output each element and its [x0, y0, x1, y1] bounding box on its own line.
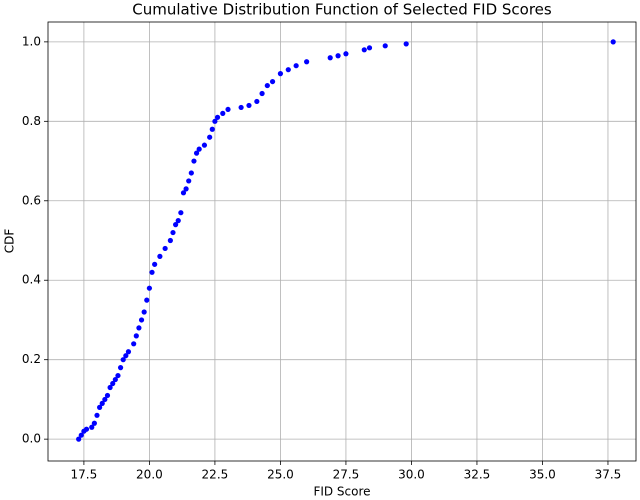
point — [207, 134, 213, 140]
point — [269, 78, 276, 85]
x-tick-label: 30.0 — [398, 468, 425, 482]
point — [173, 222, 179, 228]
point — [259, 90, 265, 97]
point — [141, 309, 147, 315]
point — [146, 285, 153, 291]
point — [110, 380, 116, 387]
point — [157, 253, 163, 259]
point — [191, 158, 197, 164]
point — [170, 229, 176, 236]
x-tick-label: 37.5 — [595, 468, 622, 482]
point — [246, 102, 252, 109]
point — [285, 67, 291, 73]
point — [343, 51, 349, 57]
point — [366, 45, 373, 51]
point — [117, 365, 124, 371]
point — [123, 353, 129, 359]
point — [97, 404, 103, 410]
point — [112, 376, 118, 383]
x-tick-label: 27.5 — [333, 468, 360, 482]
point — [133, 333, 139, 339]
x-tick-label: 35.0 — [529, 468, 556, 482]
point — [149, 269, 155, 275]
y-tick-label: 0.0 — [22, 432, 41, 446]
point — [94, 412, 100, 418]
point — [78, 432, 84, 438]
point — [104, 392, 111, 399]
point — [99, 400, 105, 406]
point — [209, 126, 215, 132]
point — [136, 325, 142, 331]
y-tick-label: 0.4 — [22, 273, 41, 287]
point — [220, 110, 226, 116]
x-tick-label: 22.5 — [202, 468, 229, 482]
point — [193, 150, 200, 156]
point — [293, 63, 299, 69]
point — [76, 436, 82, 442]
point — [180, 190, 187, 196]
point — [167, 237, 173, 244]
point — [178, 210, 184, 216]
point — [214, 114, 221, 120]
point — [183, 186, 189, 192]
point — [264, 82, 270, 89]
point — [403, 41, 409, 47]
point — [212, 118, 218, 124]
point — [125, 349, 132, 355]
point — [83, 426, 90, 432]
point — [91, 420, 97, 426]
point — [175, 218, 181, 224]
point — [162, 245, 168, 252]
x-tick-label: 17.5 — [71, 468, 98, 482]
point — [186, 178, 192, 184]
point — [382, 43, 388, 49]
y-axis-label: CDF — [3, 229, 17, 254]
point — [89, 424, 95, 430]
point — [277, 71, 284, 77]
point — [304, 59, 310, 65]
point — [107, 384, 113, 391]
point — [188, 170, 194, 176]
point — [225, 106, 231, 113]
y-tick-label: 0.8 — [22, 114, 41, 128]
chart-title: Cumulative Distribution Function of Sele… — [132, 1, 552, 19]
point — [138, 317, 145, 323]
point — [610, 39, 616, 45]
point — [254, 98, 260, 105]
x-tick-label: 32.5 — [464, 468, 491, 482]
y-tick-label: 0.6 — [22, 193, 41, 207]
point — [120, 357, 126, 363]
x-axis-label: FID Score — [313, 485, 370, 499]
x-tick-label: 25.0 — [267, 468, 294, 482]
x-tick-label: 20.0 — [136, 468, 163, 482]
point — [361, 47, 367, 53]
point — [238, 104, 244, 111]
point — [327, 55, 333, 61]
point — [201, 142, 208, 148]
point — [144, 297, 150, 303]
y-tick-label: 1.0 — [22, 34, 41, 48]
point — [102, 396, 108, 403]
plot-frame — [47, 21, 637, 462]
point — [335, 53, 341, 59]
y-tick-label: 0.2 — [22, 352, 41, 366]
point — [131, 341, 137, 347]
point — [115, 372, 121, 379]
point — [152, 261, 158, 267]
point — [196, 146, 202, 152]
